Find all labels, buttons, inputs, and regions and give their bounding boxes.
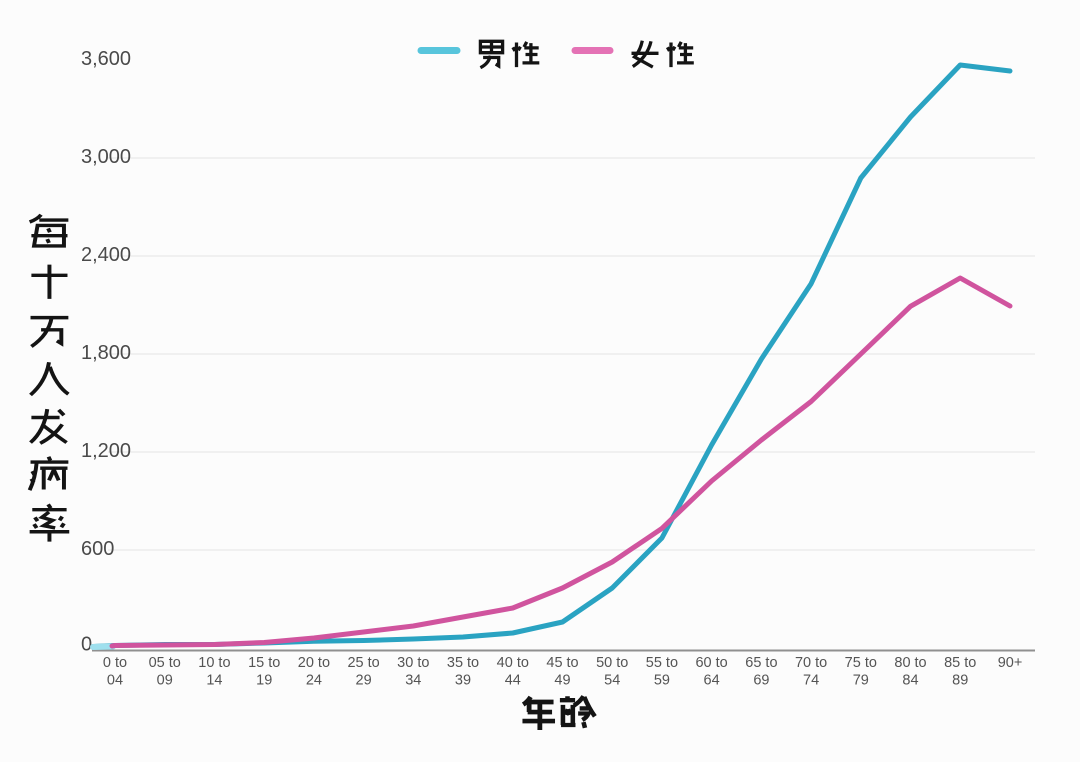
svg-text:55 to: 55 to bbox=[646, 655, 678, 671]
svg-text:75 to: 75 to bbox=[845, 655, 877, 671]
svg-text:84: 84 bbox=[902, 673, 918, 689]
svg-text:44: 44 bbox=[505, 673, 521, 689]
svg-text:79: 79 bbox=[853, 673, 869, 689]
svg-text:29: 29 bbox=[356, 673, 372, 689]
svg-text:64: 64 bbox=[704, 673, 720, 689]
svg-text:70 to: 70 to bbox=[795, 655, 827, 671]
svg-text:14: 14 bbox=[206, 673, 222, 689]
svg-text:80 to: 80 to bbox=[894, 655, 926, 671]
svg-text:25 to: 25 to bbox=[347, 655, 379, 671]
svg-text:50 to: 50 to bbox=[596, 655, 628, 671]
svg-text:65 to: 65 to bbox=[745, 655, 777, 671]
svg-text:49: 49 bbox=[554, 673, 570, 689]
svg-text:09: 09 bbox=[157, 673, 173, 689]
svg-text:54: 54 bbox=[604, 673, 620, 689]
svg-text:04: 04 bbox=[107, 673, 123, 689]
svg-text:19: 19 bbox=[256, 673, 272, 689]
svg-text:10 to: 10 to bbox=[198, 655, 230, 671]
svg-text:40 to: 40 to bbox=[497, 655, 529, 671]
svg-text:0: 0 bbox=[81, 634, 92, 656]
svg-text:1,200: 1,200 bbox=[81, 440, 131, 462]
svg-text:15 to: 15 to bbox=[248, 655, 280, 671]
svg-text:85 to: 85 to bbox=[944, 655, 976, 671]
svg-text:39: 39 bbox=[455, 673, 471, 689]
svg-text:05 to: 05 to bbox=[149, 655, 181, 671]
svg-text:59: 59 bbox=[654, 673, 670, 689]
svg-text:74: 74 bbox=[803, 673, 819, 689]
svg-text:3,600: 3,600 bbox=[81, 48, 131, 70]
svg-text:24: 24 bbox=[306, 673, 322, 689]
svg-text:90+: 90+ bbox=[998, 655, 1023, 671]
svg-text:60 to: 60 to bbox=[695, 655, 727, 671]
svg-text:89: 89 bbox=[952, 673, 968, 689]
svg-text:20 to: 20 to bbox=[298, 655, 330, 671]
svg-text:35 to: 35 to bbox=[447, 655, 479, 671]
svg-text:30 to: 30 to bbox=[397, 655, 429, 671]
svg-text:34: 34 bbox=[405, 673, 421, 689]
svg-text:1,800: 1,800 bbox=[81, 342, 131, 364]
svg-text:45 to: 45 to bbox=[546, 655, 578, 671]
svg-text:3,000: 3,000 bbox=[81, 146, 131, 168]
svg-text:0 to: 0 to bbox=[103, 655, 127, 671]
svg-text:69: 69 bbox=[753, 673, 769, 689]
svg-text:600: 600 bbox=[81, 538, 114, 560]
svg-text:2,400: 2,400 bbox=[81, 244, 131, 266]
